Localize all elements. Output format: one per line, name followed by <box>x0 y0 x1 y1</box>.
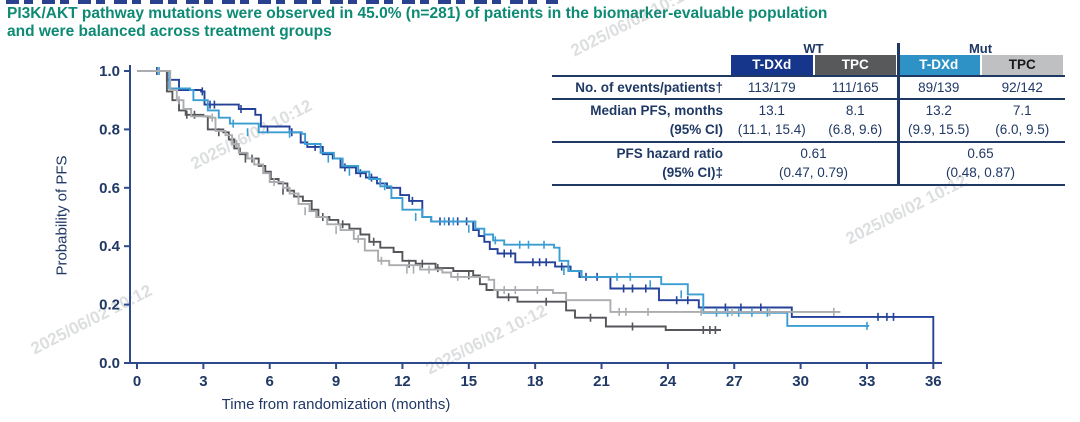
table-column-header-row: T-DXd TPC T-DXd TPC <box>552 55 1065 77</box>
x-tick-label: 30 <box>792 373 809 390</box>
title-line-2: and were balanced across treatment group… <box>7 23 332 40</box>
y-axis-title: Probability of PFS <box>53 155 71 276</box>
empty-cell <box>552 43 730 55</box>
x-tick-label: 18 <box>527 373 544 390</box>
events-tpc-mut: 92/142 <box>1001 80 1043 95</box>
x-tick-label: 0 <box>133 373 141 390</box>
group-header-wt: WT <box>803 41 824 56</box>
events-tdxd-wt: 113/179 <box>747 80 796 95</box>
table-row-median-pfs: Median PFS, months (95% CI) 13.1 (11.1, … <box>552 100 1065 143</box>
x-axis-title: Time from randomization (months) <box>222 396 451 413</box>
median-tpc-mut: 7.1 (6.0, 9.5) <box>995 103 1050 137</box>
km-curve-t-dxd-mut <box>137 70 870 327</box>
x-tick-label: 24 <box>660 373 677 390</box>
median-tpc-wt: 8.1 (6.8, 9.6) <box>828 103 883 137</box>
title-line-1: PI3K/AKT pathway mutations were observed… <box>7 5 828 22</box>
col-header-tpc-wt: TPC <box>814 55 896 75</box>
y-tick-label: 0.8 <box>99 121 120 138</box>
y-tick-label: 0.0 <box>99 355 120 372</box>
events-tdxd-mut: 89/139 <box>918 80 960 95</box>
x-tick-label: 21 <box>593 373 610 390</box>
table-row-events: No. of events/patients† 113/179 111/165 … <box>552 77 1065 100</box>
x-tick-label: 3 <box>199 373 207 390</box>
row-label: PFS hazard ratio (95% CI)‡ <box>616 146 723 180</box>
hazard-ratio-mut: 0.65 (0.48, 0.87) <box>945 146 1016 180</box>
x-tick-label: 36 <box>925 373 942 390</box>
col-header-tdxd-wt: T-DXd <box>731 55 813 75</box>
events-tpc-wt: 111/165 <box>831 80 879 95</box>
y-tick-label: 0.2 <box>99 297 120 314</box>
km-plot: 0.00.20.40.60.81.00 3 6 9 12 15 18 21 24 27 30 33 36… <box>99 63 942 413</box>
row-label: No. of events/patients† <box>575 80 723 95</box>
x-tick-label: 9 <box>332 373 340 390</box>
group-header-mut: Mut <box>968 41 993 56</box>
censor-marks-tpc-mut <box>178 96 835 316</box>
y-tick-label: 0.6 <box>99 180 120 197</box>
x-tick-label: 6 <box>266 373 274 390</box>
row-label: Median PFS, months (95% CI) <box>590 103 723 137</box>
km-curve-tpc-mut <box>137 70 841 313</box>
x-tick-label: 27 <box>726 373 743 390</box>
col-header-tdxd-mut: T-DXd <box>898 55 980 75</box>
slide-title: PI3K/AKT pathway mutations were observed… <box>7 5 827 41</box>
hazard-ratio-wt: 0.61 (0.47, 0.79) <box>778 146 849 180</box>
y-tick-label: 0.4 <box>99 238 121 255</box>
empty-cell <box>552 55 730 75</box>
table-group-header-row: WT Mut <box>552 41 1065 56</box>
col-header-tpc-mut: TPC <box>981 55 1063 75</box>
wt-mut-divider <box>897 43 900 184</box>
median-tdxd-mut: 13.2 (9.9, 15.5) <box>907 103 970 137</box>
x-tick-label: 12 <box>394 373 411 390</box>
x-tick-label: 15 <box>460 373 477 390</box>
y-tick-label: 1.0 <box>99 63 120 80</box>
x-tick-label: 33 <box>859 373 876 390</box>
stats-table: WT Mut T-DXd TPC T-DXd TPC No. of events… <box>552 41 1065 186</box>
cropped-text-remnant <box>6 0 558 4</box>
median-tdxd-wt: 13.1 (11.1, 15.4) <box>737 103 806 137</box>
table-row-hazard-ratio: PFS hazard ratio (95% CI)‡ 0.61 (0.47, 0… <box>552 143 1065 186</box>
